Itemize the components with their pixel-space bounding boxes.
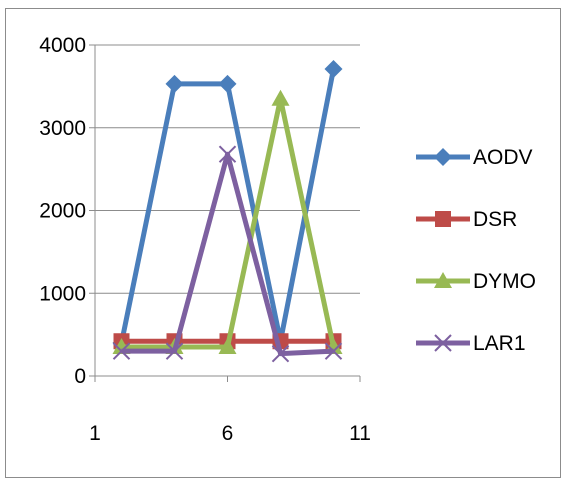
y-tick-label: 0 <box>74 365 86 388</box>
legend-marker <box>434 334 452 352</box>
gridlines <box>95 44 360 294</box>
legend-label: DSR <box>473 208 517 231</box>
marker-stroke <box>271 344 290 363</box>
legend-marker <box>434 272 452 288</box>
legend-label: LAR1 <box>473 332 526 355</box>
legend-item-dymo: DYMO <box>416 270 536 293</box>
data-point-aodv <box>218 74 237 93</box>
y-tick-label: 4000 <box>39 34 86 57</box>
chart-frame <box>5 8 561 478</box>
legend-item-aodv: AODV <box>416 146 533 169</box>
legend-label: DYMO <box>473 270 536 293</box>
series-aodv <box>112 59 343 352</box>
legend-marker <box>435 211 451 227</box>
plot-series <box>112 59 343 363</box>
legend-marker <box>434 148 452 166</box>
data-point-lar1 <box>112 342 131 360</box>
y-tick-label: 1000 <box>39 282 86 305</box>
legend-item-dsr: DSR <box>416 208 517 231</box>
x-tick-label: 11 <box>349 422 371 445</box>
legend-item-lar1: LAR1 <box>416 332 526 355</box>
legend: AODV DSR DYMO LAR1 <box>416 146 536 355</box>
data-point-lar1 <box>324 342 343 360</box>
marker-stroke <box>324 342 343 360</box>
marker-stroke <box>218 145 237 163</box>
data-point-lar1 <box>165 342 184 360</box>
marker-stroke <box>165 342 184 360</box>
data-point-dymo <box>271 89 290 106</box>
x-tick-label: 1 <box>89 422 101 445</box>
data-point-lar1 <box>218 145 237 163</box>
data-point-lar1 <box>271 344 290 363</box>
y-tick-label: 3000 <box>39 117 86 140</box>
marker-stroke <box>434 334 452 352</box>
x-tick-label: 6 <box>222 422 234 445</box>
data-point-aodv <box>324 59 343 78</box>
data-point-aodv <box>165 74 184 93</box>
legend-label: AODV <box>473 146 533 169</box>
series-lar1 <box>112 145 343 363</box>
y-tick-label: 2000 <box>39 200 86 223</box>
marker-stroke <box>112 342 131 360</box>
axes: 0 1000 2000 3000 4000 1 6 11 <box>39 34 371 445</box>
data-point-dymo <box>218 338 237 355</box>
